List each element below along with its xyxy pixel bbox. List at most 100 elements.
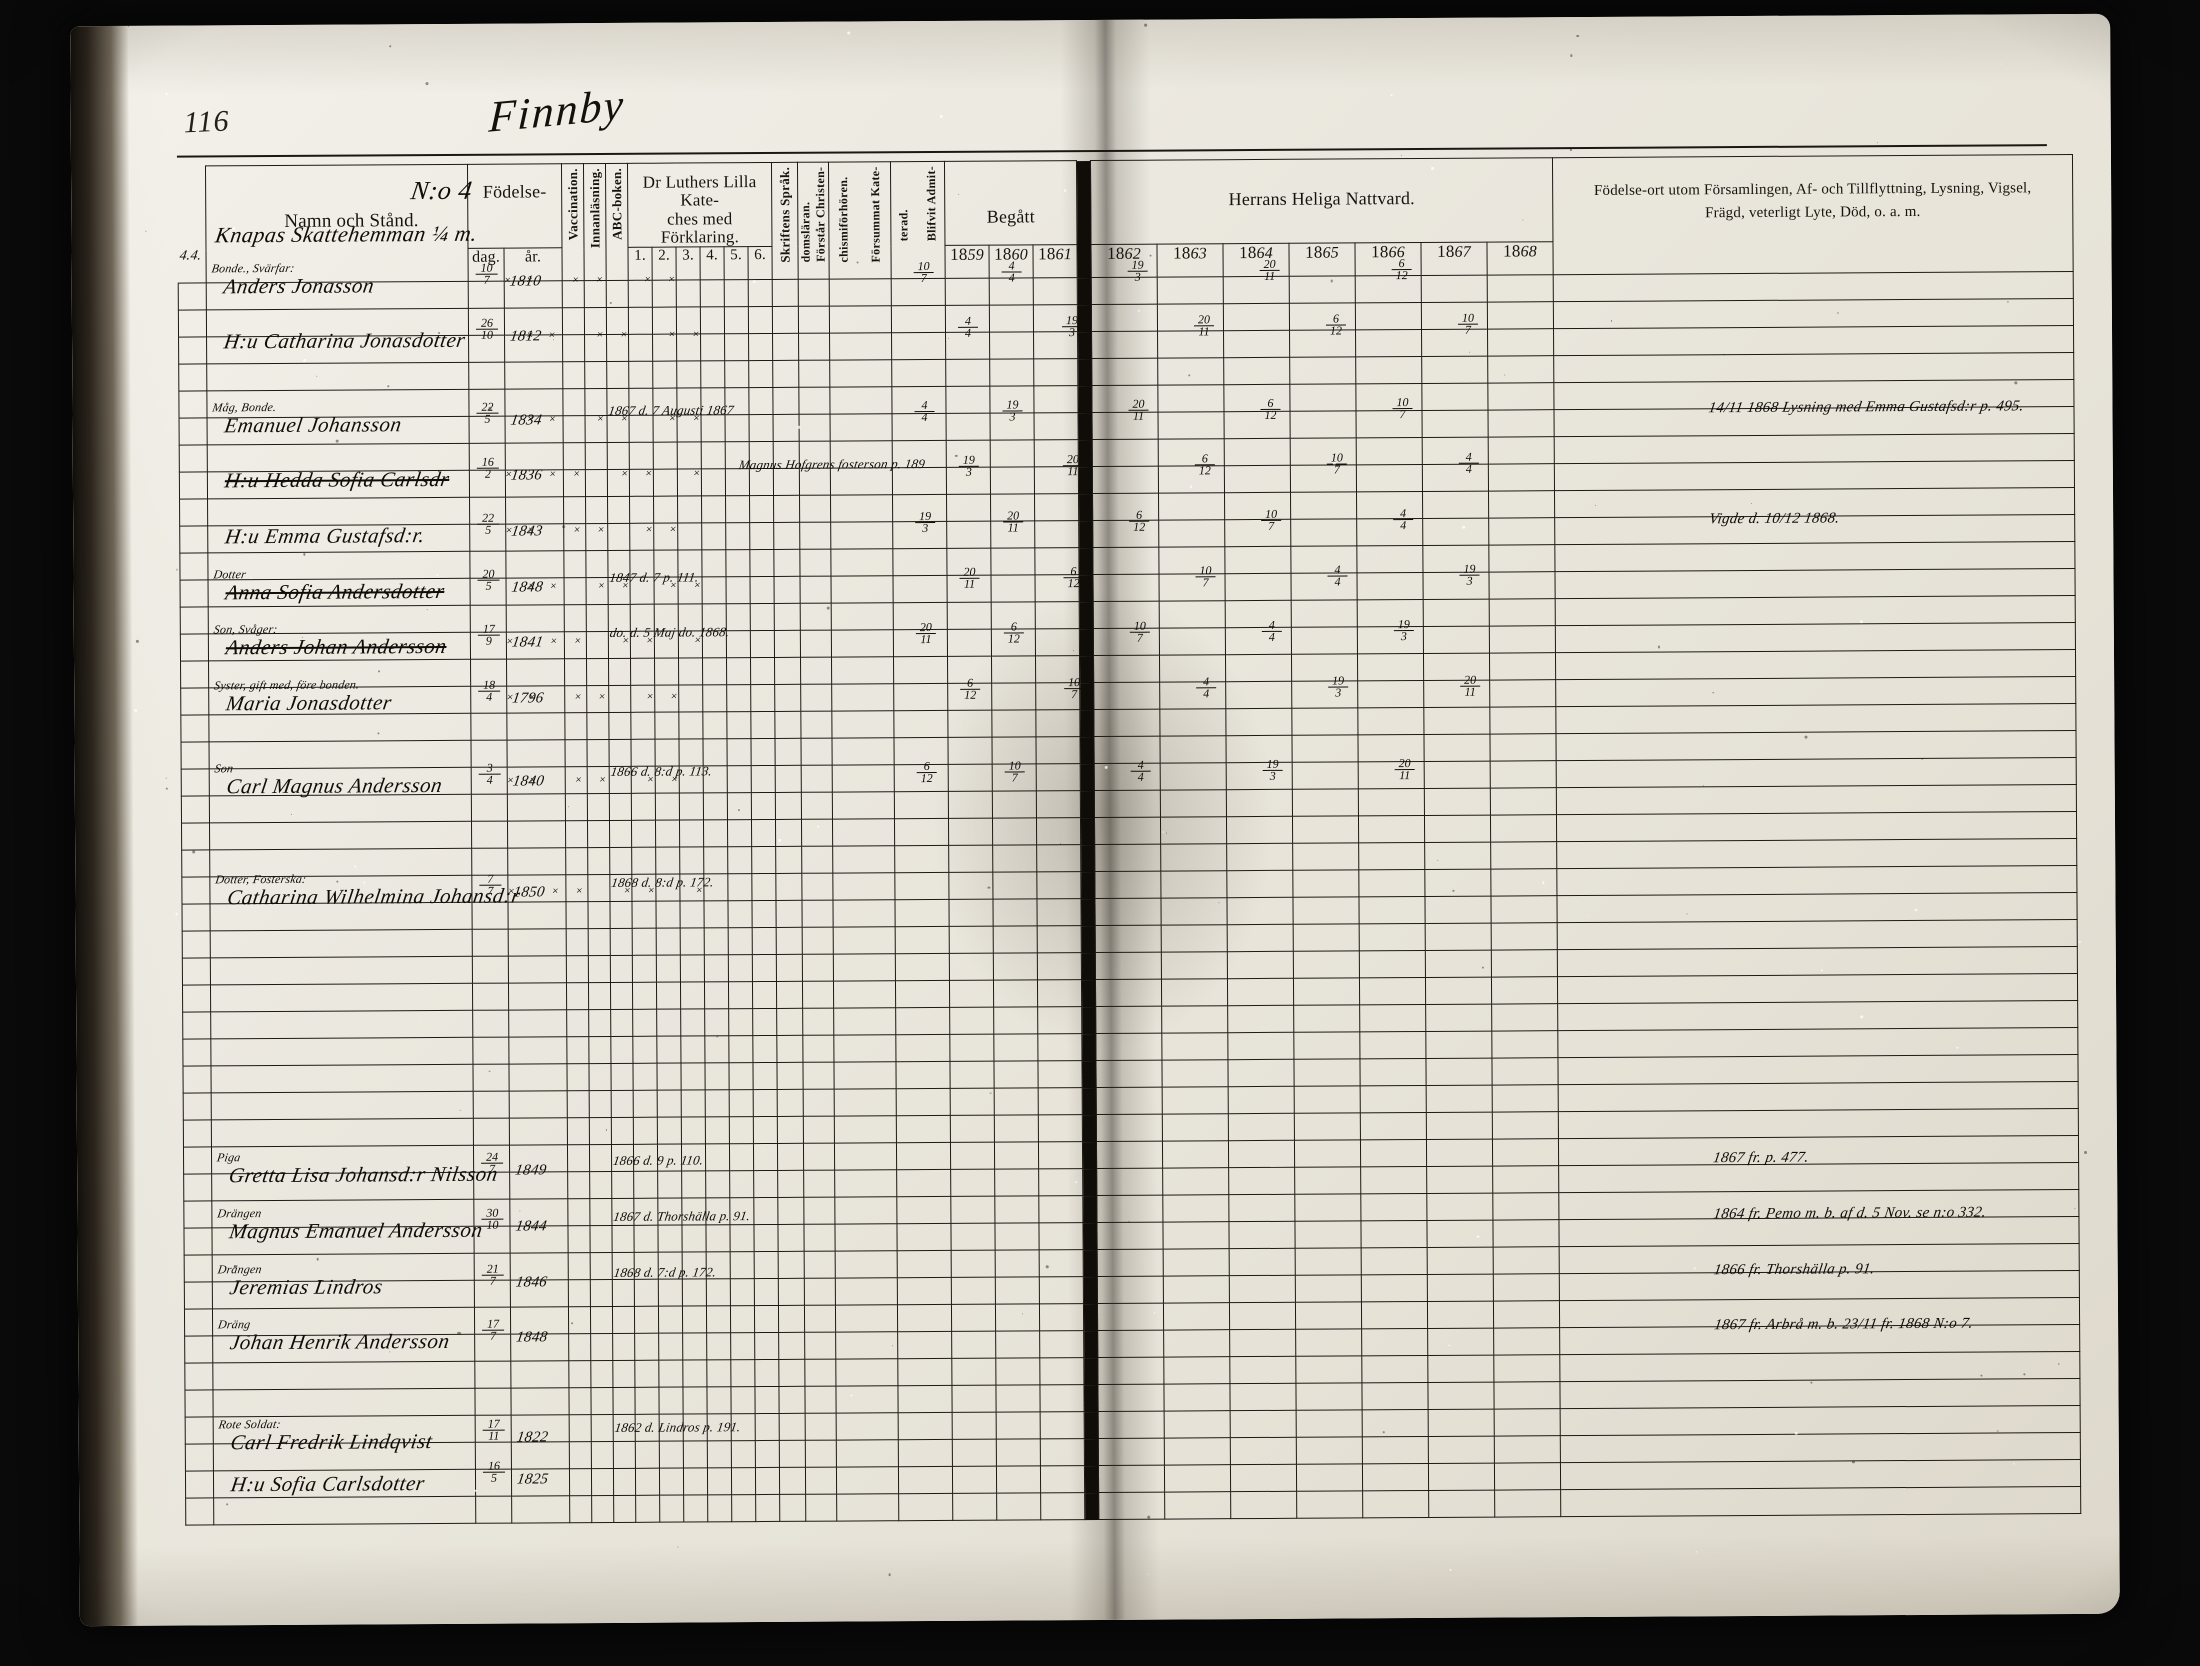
table-cell [701, 550, 727, 578]
table-cell [1491, 1058, 1559, 1086]
table-cell [1038, 1142, 1083, 1170]
table-cell [1229, 1302, 1296, 1331]
table-cell [706, 1387, 732, 1415]
table-cell [749, 414, 774, 443]
table-cell [609, 847, 632, 875]
table-cell [950, 1196, 995, 1224]
table-cell [678, 712, 703, 740]
table-cell [566, 1064, 590, 1092]
birth-date-fraction: 16 2 [476, 455, 499, 481]
header-cat-5: 5. [723, 247, 749, 281]
table-cell [726, 631, 751, 659]
table-cell [1294, 1086, 1361, 1114]
dust-speck [2000, 62, 2002, 65]
table-cell [702, 658, 727, 686]
table-cell [996, 1493, 1041, 1521]
table-cell [1428, 1409, 1495, 1437]
table-cell [655, 901, 681, 929]
table-cell [726, 577, 751, 605]
table-cell [1361, 1247, 1428, 1276]
table-cell [1038, 1196, 1083, 1224]
table-cell [1226, 897, 1294, 926]
table-cell [731, 1468, 756, 1496]
table-cell [181, 769, 210, 797]
table-cell [1096, 1222, 1164, 1250]
table-cell [178, 391, 208, 419]
table-cell [676, 280, 701, 308]
table-cell [1295, 1248, 1362, 1276]
table-cell [896, 1115, 951, 1144]
table-cell [1493, 1274, 1560, 1302]
table-cell [893, 710, 948, 739]
header-abc-book-label: ABC-boken. [608, 167, 624, 240]
table-cell [184, 1390, 214, 1418]
table-cell [774, 738, 802, 766]
birth-year: 1825 [515, 1471, 550, 1488]
table-cell [179, 553, 209, 581]
table-cell [567, 1091, 590, 1119]
table-cell [1157, 358, 1224, 386]
table-cell [509, 1091, 568, 1119]
table-cell [1094, 844, 1161, 872]
header-missed-catechism-line1: Försummat Kate- [867, 166, 883, 263]
table-cell [185, 1498, 214, 1526]
table-cell [1094, 898, 1162, 926]
table-cell [1360, 1220, 1428, 1249]
table-cell [1423, 626, 1490, 654]
table-cell [1077, 277, 1092, 306]
person-name: Magnus Emanuel Andersson [227, 1217, 485, 1244]
table-cell [1425, 923, 1492, 951]
table-cell [612, 1279, 635, 1307]
table-cell [1083, 1384, 1099, 1413]
table-cell [1230, 1437, 1297, 1466]
table-cell [803, 1143, 835, 1171]
table-cell [705, 1144, 730, 1172]
table-cell [1229, 1356, 1296, 1385]
table-cell [1084, 1411, 1099, 1440]
table-cell [655, 793, 680, 821]
table-cell [563, 416, 586, 444]
table-cell [1425, 1058, 1493, 1086]
table-cell [632, 982, 657, 1010]
table-cell [1292, 762, 1359, 790]
table-cell [991, 683, 1036, 711]
communion-date: 6 12 [1391, 256, 1412, 282]
table-cell [749, 522, 774, 551]
table-cell [833, 1062, 897, 1090]
table-cell [725, 415, 750, 443]
household-title: Knapas Skattehemman ¼ m. [213, 220, 480, 248]
table-cell [994, 1169, 1039, 1197]
table-cell [994, 1115, 1039, 1143]
table-cell [634, 1279, 659, 1307]
table-cell [1160, 898, 1228, 926]
table-cell [778, 1251, 805, 1279]
table-cell [1094, 790, 1161, 818]
table-cell [833, 927, 896, 955]
table-cell [1095, 979, 1162, 1007]
communion-date: 6 12 [1003, 620, 1024, 646]
table-cell [833, 981, 896, 1009]
table-cell [1292, 870, 1359, 898]
table-cell [652, 361, 677, 389]
table-cell [1555, 622, 2076, 654]
dust-speck [1860, 620, 1863, 624]
table-cell [991, 710, 1036, 738]
table-cell [565, 848, 588, 876]
table-cell [728, 928, 753, 956]
table-cell [589, 1144, 612, 1173]
table-cell [895, 1034, 950, 1063]
table-cell [949, 1061, 995, 1089]
table-cell [657, 1171, 682, 1199]
communion-date: 10 7 [1457, 311, 1479, 337]
table-cell [1292, 789, 1359, 817]
year-suffix: 67 [1454, 244, 1471, 262]
communion-date: 19 3 [1393, 617, 1414, 643]
table-cell [1424, 869, 1491, 897]
table-cell [703, 793, 728, 821]
table-cell [1080, 763, 1095, 792]
table-cell [1426, 1085, 1493, 1113]
table-cell [1227, 1005, 1294, 1034]
table-cell [682, 1279, 707, 1307]
table-cell [1226, 816, 1293, 845]
table-cell [587, 847, 610, 876]
